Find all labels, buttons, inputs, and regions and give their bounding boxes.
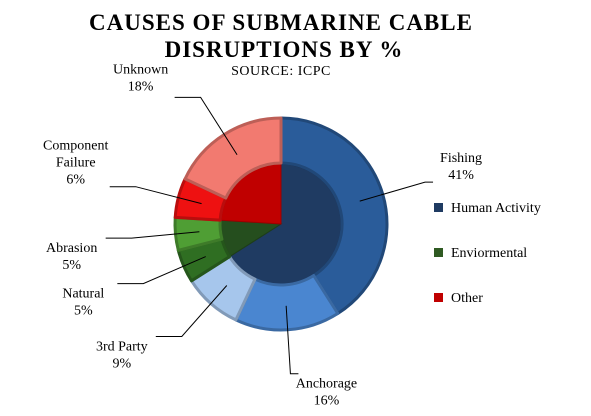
slice-label-3rd-party: 3rd Party 9% — [96, 340, 148, 372]
slice-name-natural: Natural — [62, 287, 104, 302]
inner-pie — [220, 163, 342, 285]
slice-value-fishing: 41% — [448, 168, 474, 183]
slice-name-unknown: Unknown — [113, 62, 168, 77]
leader-line-abrasion — [105, 231, 200, 239]
legend-swatch-enviormental — [434, 248, 443, 257]
leader-line-anchorage — [285, 305, 299, 375]
chart-title-line2: DISRUPTIONS BY % — [165, 37, 404, 62]
legend: Human Activity Enviormental Other — [434, 201, 541, 306]
slice-name-fishing: Fishing — [440, 151, 482, 166]
leader-line-unknown — [174, 96, 238, 156]
slice-label-abrasion: Abrasion 5% — [46, 241, 97, 273]
slice-name-component-failure: Failure — [56, 156, 96, 171]
slice-labels: Fishing 41% Anchorage 16% 3rd Party 9% Natural… — [43, 62, 482, 408]
leader-line-3rd-party — [155, 285, 228, 338]
outer-slice-fishing — [279, 116, 389, 315]
slice-value-component-failure: 6% — [66, 173, 85, 188]
leader-line-component-failure — [109, 186, 202, 205]
leader-line-natural — [117, 256, 206, 285]
chart-title-line1: CAUSES OF SUBMARINE CABLE — [89, 10, 473, 35]
legend-label-human-activity: Human Activity — [451, 201, 541, 216]
outer-ring — [173, 116, 389, 332]
legend-label-other: Other — [451, 291, 483, 306]
slice-label-fishing: Fishing 41% — [440, 151, 482, 183]
slice-name-anchorage: Anchorage — [296, 377, 357, 392]
leader-line-fishing — [359, 181, 434, 202]
slice-value-3rd-party: 9% — [112, 357, 131, 372]
legend-swatch-other — [434, 293, 443, 302]
slice-label-natural: Natural 5% — [62, 287, 104, 319]
slice-value-unknown: 18% — [128, 79, 154, 94]
chart-subtitle: SOURCE: ICPC — [231, 64, 331, 79]
slice-label-component-failure: Component Failure 6% — [43, 139, 108, 188]
slice-value-anchorage: 16% — [314, 394, 340, 409]
slice-value-abrasion: 5% — [62, 258, 81, 273]
slice-label-unknown: Unknown 18% — [113, 62, 168, 94]
legend-swatch-human-activity — [434, 203, 443, 212]
slice-name-3rd-party: 3rd Party — [96, 340, 148, 355]
slice-name-abrasion: Abrasion — [46, 241, 97, 256]
outer-slice-unknown — [183, 116, 283, 200]
slice-name-component-failure: Component — [43, 139, 108, 154]
legend-label-enviormental: Enviormental — [451, 246, 527, 261]
slice-label-anchorage: Anchorage 16% — [296, 377, 357, 409]
slice-value-natural: 5% — [74, 304, 93, 319]
leader-lines — [105, 96, 434, 375]
